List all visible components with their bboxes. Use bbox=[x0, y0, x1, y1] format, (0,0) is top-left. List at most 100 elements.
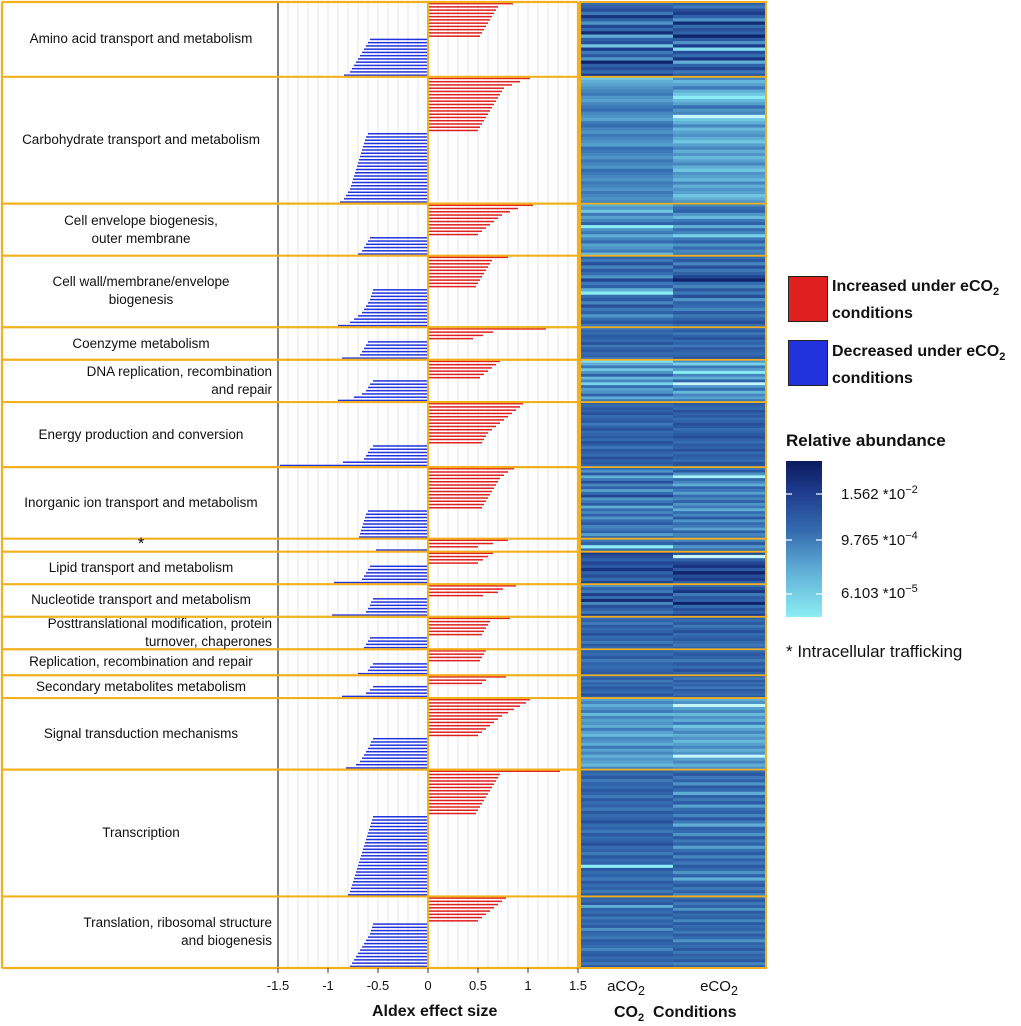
bar-increased bbox=[428, 419, 504, 421]
heatmap-cell-e bbox=[673, 108, 766, 112]
bar-increased bbox=[428, 467, 514, 470]
heatmap-cell-a bbox=[580, 95, 673, 100]
category-label: Carbohydrate transport and metabolism bbox=[22, 132, 260, 148]
heatmap-cell-e bbox=[673, 641, 766, 645]
bar-increased bbox=[428, 591, 498, 594]
heatmap-cell-a bbox=[580, 867, 673, 872]
bar-increased bbox=[428, 2, 513, 5]
heatmap-cell-e bbox=[673, 861, 766, 866]
bar-decreased bbox=[363, 523, 428, 525]
heatmap-cell-a bbox=[580, 883, 673, 888]
heatmap-cell-e bbox=[673, 848, 766, 853]
heatmap-cell-e bbox=[673, 630, 766, 634]
heatmap-cell-a bbox=[580, 234, 673, 238]
heatmap-cell-e bbox=[673, 130, 766, 135]
bar-decreased bbox=[366, 136, 428, 138]
bar-decreased bbox=[354, 877, 428, 880]
heatmap-cell-e bbox=[673, 371, 766, 375]
heatmap-cell-e bbox=[673, 156, 766, 160]
bar-decreased bbox=[366, 305, 428, 307]
heatmap-cell-a bbox=[580, 194, 673, 198]
heatmap-cell-e bbox=[673, 393, 766, 397]
bar-decreased bbox=[364, 575, 428, 577]
heatmap-cell-a bbox=[580, 67, 673, 71]
bar-decreased bbox=[354, 396, 428, 398]
heatmap-cell-e bbox=[673, 598, 766, 603]
bar-decreased bbox=[371, 741, 428, 743]
bar-increased bbox=[428, 370, 488, 372]
heatmap-cell-e bbox=[673, 679, 766, 683]
heatmap-cell-a bbox=[580, 162, 673, 166]
category-label: Inorganic ion transport and metabolism bbox=[24, 494, 258, 510]
bar-increased bbox=[428, 721, 494, 724]
category-label: Cell envelope biogenesis, outer membrane bbox=[64, 212, 218, 246]
heatmap-cell-e bbox=[673, 858, 766, 862]
bar-increased bbox=[428, 90, 502, 93]
heatmap-cell-a bbox=[580, 422, 673, 426]
heatmap-cell-a bbox=[580, 524, 673, 528]
heatmap-cell-e bbox=[673, 379, 766, 383]
colorbar-tick-2: 9.765 *10−4 bbox=[841, 530, 918, 549]
heatmap-cell-a bbox=[580, 748, 673, 753]
heatmap-border bbox=[579, 1, 767, 969]
bar-increased bbox=[428, 331, 493, 333]
bar-increased bbox=[428, 80, 520, 83]
heatmap-cell-a bbox=[580, 890, 673, 894]
heatmap-cell-a bbox=[580, 99, 673, 103]
bar-increased bbox=[428, 110, 490, 112]
heatmap-cell-e bbox=[673, 288, 766, 292]
heatmap-cell-a bbox=[580, 574, 673, 578]
heatmap-cell-a bbox=[580, 855, 673, 859]
heatmap-cell-e bbox=[673, 763, 766, 767]
heatmap-cell-e bbox=[673, 301, 766, 305]
heatmap-cell-a bbox=[580, 171, 673, 176]
heatmap-cell-a bbox=[580, 613, 673, 618]
bar-increased bbox=[428, 799, 484, 802]
bar-decreased bbox=[366, 389, 428, 392]
bar-decreased bbox=[356, 871, 428, 873]
heatmap-cell-e bbox=[673, 535, 766, 539]
bar-increased bbox=[428, 796, 486, 798]
bar-increased bbox=[428, 539, 508, 542]
heatmap-cell-e bbox=[673, 480, 766, 484]
bar-increased bbox=[428, 363, 496, 366]
heatmap-cell-a bbox=[580, 379, 673, 383]
heatmap-cell-a bbox=[580, 327, 673, 331]
bar-increased bbox=[428, 84, 512, 86]
heatmap-cell-a bbox=[580, 362, 673, 366]
heatmap-cell-a bbox=[580, 858, 673, 862]
bar-increased bbox=[428, 555, 488, 558]
heatmap-cell-a bbox=[580, 527, 673, 531]
heatmap-cell-e bbox=[673, 558, 766, 562]
heatmap-cell-a bbox=[580, 745, 673, 750]
heatmap-cell-a bbox=[580, 910, 673, 914]
heatmap-cell-e bbox=[673, 916, 766, 920]
heatmap-cell-a bbox=[580, 864, 673, 869]
heatmap-cell-e bbox=[673, 632, 766, 637]
heatmap-cell-e bbox=[673, 712, 766, 717]
heatmap-cell-a bbox=[580, 310, 673, 315]
heatmap-cell-a bbox=[580, 788, 673, 793]
heatmap-cell-e bbox=[673, 60, 766, 65]
heatmap-cell-e bbox=[673, 769, 766, 774]
bar-decreased bbox=[350, 965, 428, 968]
heatmap-cell-e bbox=[673, 146, 766, 151]
heatmap-cell-a bbox=[580, 79, 673, 84]
heatmap-cell-a bbox=[580, 587, 673, 591]
heatmap-cell-a bbox=[580, 733, 673, 738]
heatmap-cell-e bbox=[673, 820, 766, 824]
heatmap-cell-a bbox=[580, 359, 673, 363]
heatmap-cell-a bbox=[580, 939, 673, 943]
heatmap-cell-a bbox=[580, 947, 673, 952]
heatmap-cell-e bbox=[673, 459, 766, 463]
bar-increased bbox=[428, 786, 492, 789]
bar-increased bbox=[428, 715, 502, 717]
bar-decreased bbox=[352, 962, 428, 964]
bar-decreased bbox=[371, 929, 428, 932]
heatmap-cell-e bbox=[673, 890, 766, 894]
bar-increased bbox=[428, 129, 478, 132]
heatmap-cell-a bbox=[580, 627, 673, 631]
bar-increased bbox=[428, 910, 490, 912]
heatmap-cell-a bbox=[580, 140, 673, 144]
heatmap-cell-e bbox=[673, 218, 766, 223]
